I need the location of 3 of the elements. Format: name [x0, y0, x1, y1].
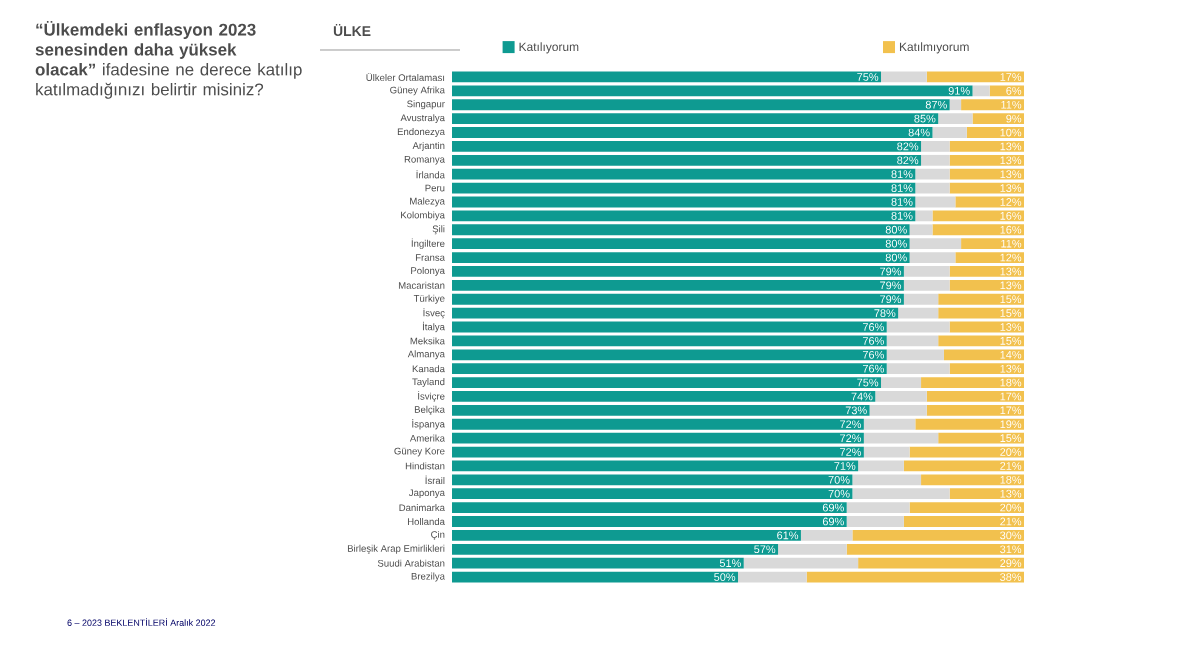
text: “Ülkemdeki enflasyon 2023 senesinden daha yüksek olacak” ifadesine ne derece katılıp katılmadığınızı belirtir misiniz? [35, 21, 302, 99]
bar [972, 85, 990, 97]
bar [881, 71, 927, 83]
